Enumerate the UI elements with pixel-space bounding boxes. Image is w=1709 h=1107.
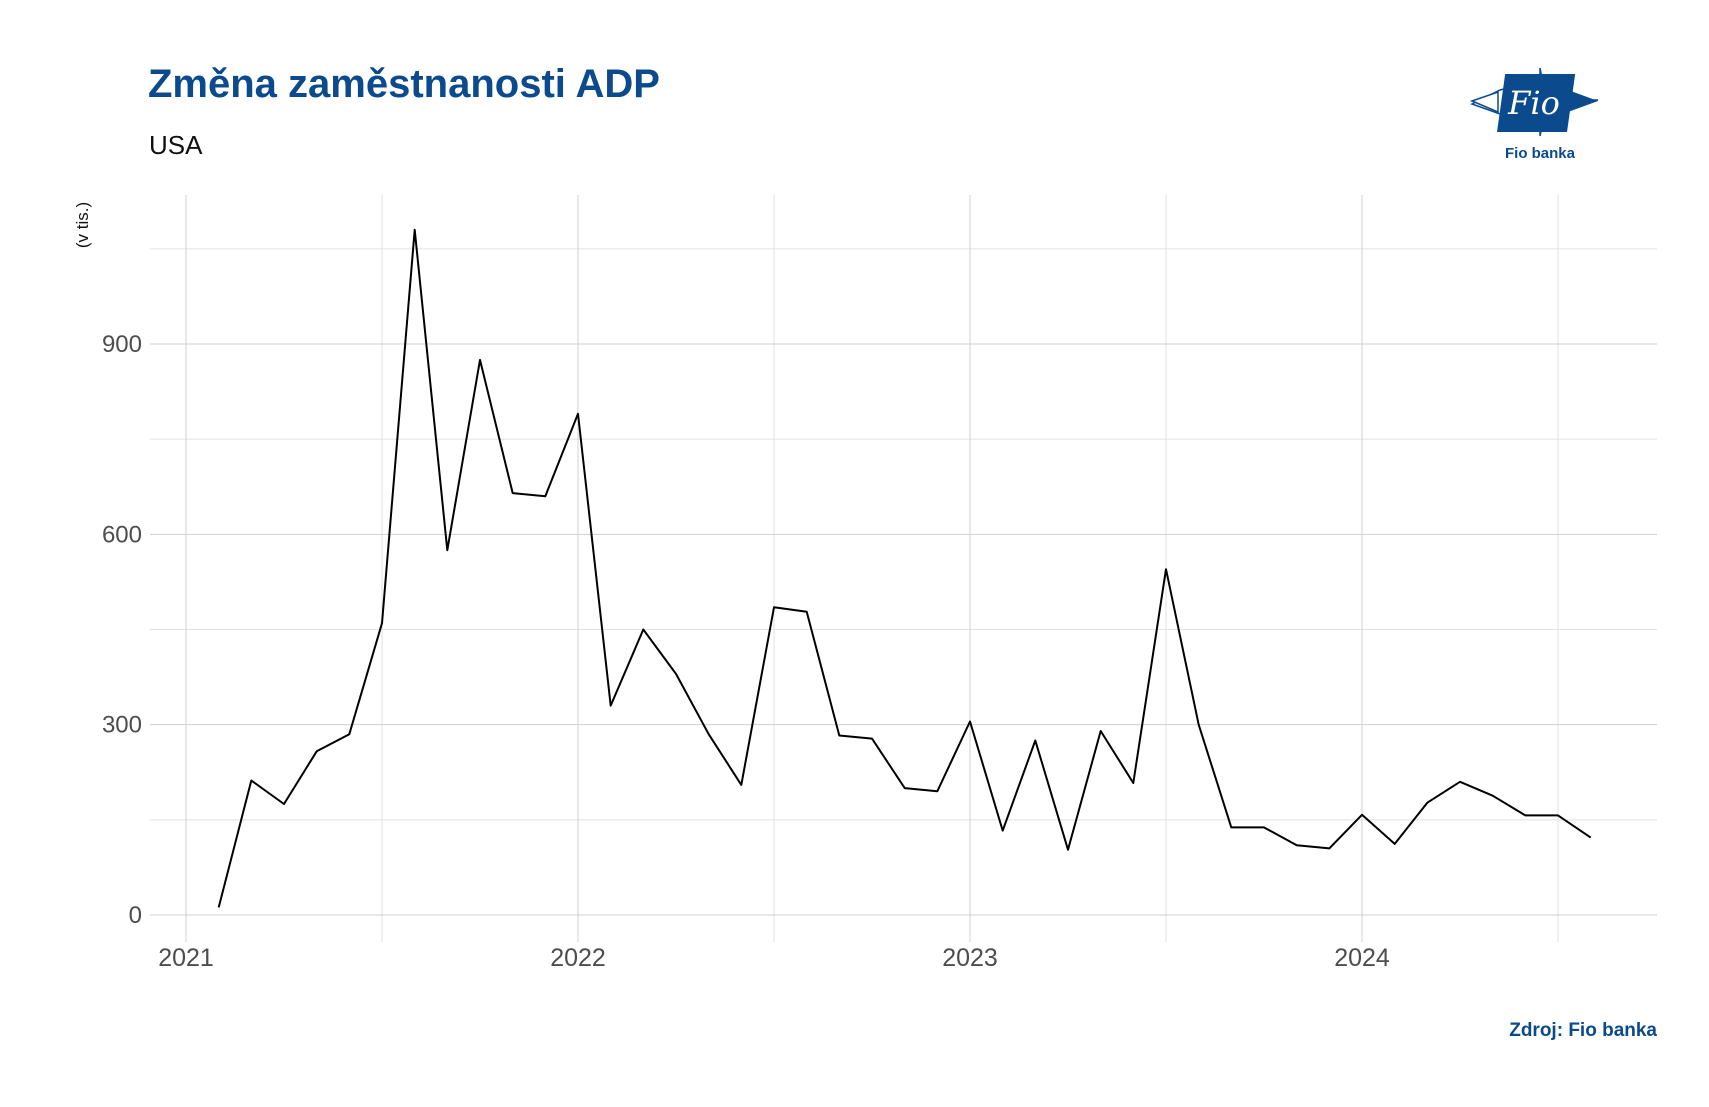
y-tick-label: 900: [102, 331, 142, 358]
chart-subtitle: USA: [149, 130, 203, 160]
x-tick-label: 2022: [550, 944, 606, 972]
fio-banka-logo: Fio: [1470, 68, 1599, 137]
y-axis-label: (v tis.): [73, 202, 92, 248]
series-line: [217, 228, 1592, 908]
x-tick-label: 2021: [158, 944, 214, 972]
logo-text: Fio: [1507, 84, 1560, 122]
source-note: Zdroj: Fio banka: [1509, 1020, 1657, 1041]
logo-caption: Fio banka: [1504, 145, 1575, 162]
y-tick-label: 300: [102, 712, 142, 739]
y-tick-label: 0: [129, 902, 142, 929]
y-tick-label: 600: [102, 521, 142, 548]
x-tick-label: 2024: [1334, 944, 1390, 972]
x-tick-label: 2023: [942, 944, 998, 972]
chart-title: Změna zaměstnanosti ADP: [148, 62, 660, 106]
